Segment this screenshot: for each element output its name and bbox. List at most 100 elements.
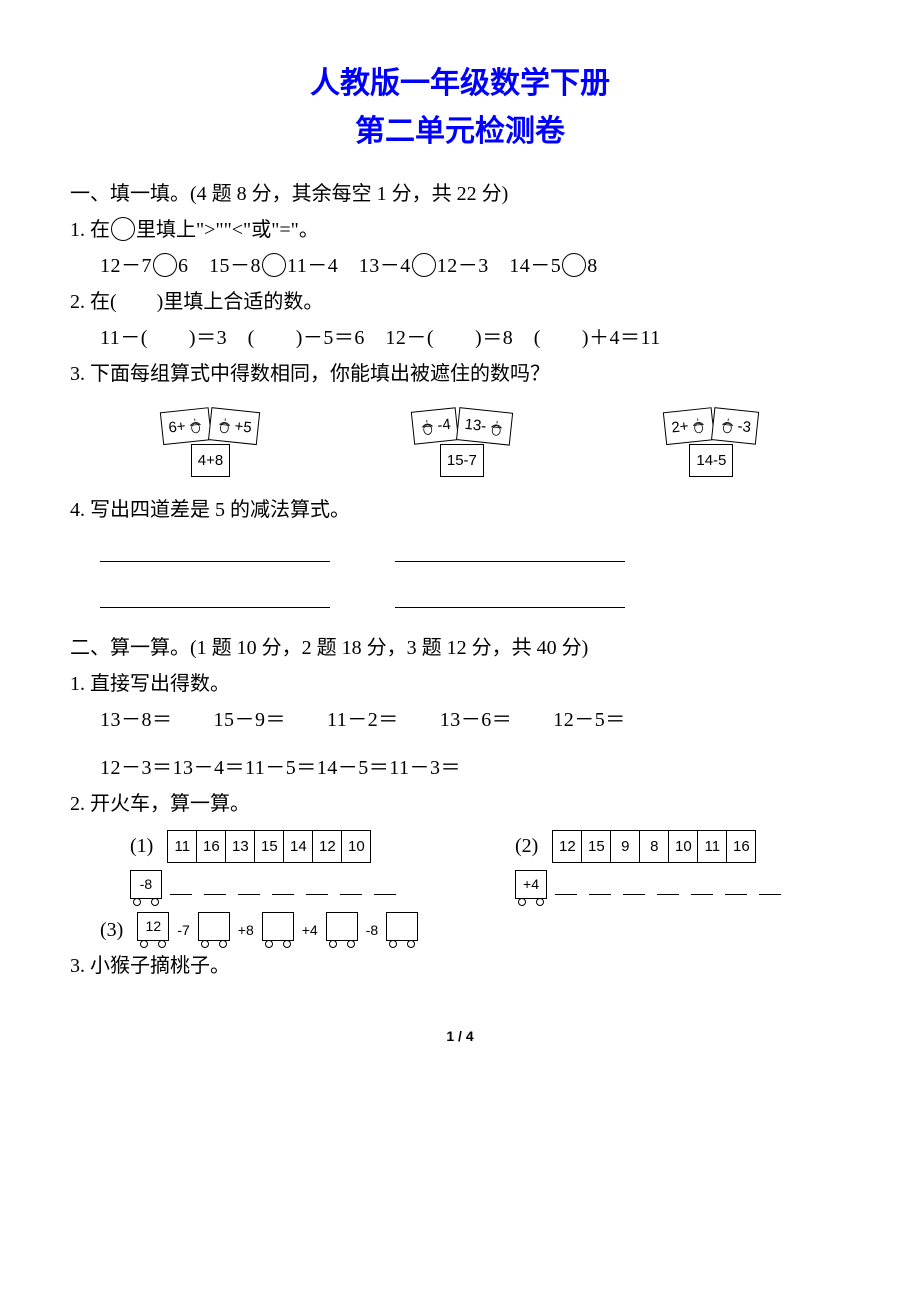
box-cell: 12	[313, 831, 342, 862]
acorn-icon	[487, 419, 505, 437]
train-val: 12	[137, 912, 169, 941]
circle-icon	[562, 253, 586, 277]
card-left: -4	[411, 407, 460, 445]
card-group-1: 6+ +5 4+8	[163, 407, 257, 477]
train-blank	[386, 912, 418, 948]
train-1-bottom: -8	[130, 870, 465, 906]
acorn-icon	[187, 416, 205, 434]
blank-line	[100, 541, 330, 562]
box-cell: 16	[727, 831, 755, 862]
box-cell: 13	[226, 831, 255, 862]
card-right: 13-	[456, 407, 513, 445]
train2-label: (2)	[515, 828, 538, 864]
card-left: 2+	[663, 407, 715, 445]
section-2-heading: 二、算一算。(1 题 10 分，2 题 18 分，3 题 12 分，共 40 分…	[70, 630, 850, 666]
card-group-2: -4 13- 15-7	[414, 407, 509, 477]
card-text: -4	[436, 411, 452, 439]
box-cell: 11	[698, 831, 727, 862]
card-text: 6+	[167, 413, 187, 442]
q2-3-label: 3. 小猴子摘桃子。	[70, 948, 850, 984]
train1-boxes: 11 16 13 15 14 12 10	[167, 830, 371, 863]
card-bottom: 4+8	[191, 444, 230, 477]
expr-part: 6 15－8	[178, 255, 261, 277]
train-op: -8	[130, 870, 162, 899]
acorn-icon	[719, 416, 737, 434]
train-blank	[326, 912, 358, 948]
circle-icon	[111, 217, 135, 241]
expr-part: 12－3 14－5	[437, 255, 562, 277]
card-text: -3	[736, 413, 752, 441]
card-left: 6+	[160, 407, 212, 445]
box-cell: 15	[582, 831, 611, 862]
dash-row	[170, 882, 396, 895]
blank-line	[395, 541, 625, 562]
doc-title: 人教版一年级数学下册 第二单元检测卷	[70, 60, 850, 156]
dash-row	[555, 882, 781, 895]
blank-line	[100, 587, 330, 608]
blank-row-1	[100, 538, 850, 574]
acorn-icon	[419, 418, 437, 436]
train-op-text: -7	[177, 918, 189, 943]
train-1-top: (1) 11 16 13 15 14 12 10	[130, 828, 465, 864]
train-1-2: (1) 11 16 13 15 14 12 10 -8 (2)	[100, 822, 850, 906]
card-groups: 6+ +5 4+8 -4 13- 15-7 2+ -3 14-5	[100, 407, 820, 477]
q2-1-label: 1. 直接写出得数。	[70, 666, 850, 702]
acorn-icon	[216, 416, 234, 434]
train-blank	[262, 912, 294, 948]
train-2-bottom: +4	[515, 870, 850, 906]
q1-1-label: 1. 在	[70, 219, 110, 241]
train-blank	[198, 912, 230, 948]
train-start: 12	[137, 912, 169, 948]
card-bottom: 14-5	[689, 444, 733, 477]
expr-part: 12－7	[100, 255, 152, 277]
circle-icon	[412, 253, 436, 277]
q2-2-label: 2. 开火车，算一算。	[70, 786, 850, 822]
circle-icon	[262, 253, 286, 277]
box-cell: 16	[197, 831, 226, 862]
train-2-top: (2) 12 15 9 8 10 11 16	[515, 828, 850, 864]
train1-label: (1)	[130, 828, 153, 864]
box-cell: 10	[669, 831, 698, 862]
card-text: 13-	[463, 411, 487, 440]
train3-label: (3)	[100, 912, 123, 948]
box-cell: 10	[342, 831, 370, 862]
q1-1-tail: 里填上">""<"或"="。	[136, 219, 319, 241]
train-op-text: -8	[366, 918, 378, 943]
card-text: 2+	[670, 413, 690, 442]
box-cell: 12	[553, 831, 582, 862]
train-engine: -8	[130, 870, 162, 906]
section-1-heading: 一、填一填。(4 题 8 分，其余每空 1 分，共 22 分)	[70, 176, 850, 212]
title-line-1: 人教版一年级数学下册	[70, 60, 850, 108]
train-engine: +4	[515, 870, 547, 906]
blank-line	[395, 587, 625, 608]
train2-boxes: 12 15 9 8 10 11 16	[552, 830, 756, 863]
train-op-text: +4	[302, 918, 318, 943]
blank-row-2	[100, 584, 850, 620]
train-op-text: +8	[238, 918, 254, 943]
card-text: +5	[234, 413, 254, 442]
q2-1-row2: 12－3＝13－4＝11－5＝14－5＝11－3＝	[100, 750, 850, 786]
train-op: +4	[515, 870, 547, 899]
card-bottom: 15-7	[440, 444, 484, 477]
card-group-3: 2+ -3 14-5	[666, 407, 756, 477]
box-cell: 14	[284, 831, 313, 862]
expr-part: 11－4 13－4	[287, 255, 411, 277]
circle-icon	[153, 253, 177, 277]
page-footer: 1 / 4	[70, 1024, 850, 1049]
train-3: (3) 12 -7 +8 +4 -8	[100, 912, 850, 948]
q1-2-label: 2. 在( )里填上合适的数。	[70, 284, 850, 320]
box-cell: 11	[168, 831, 197, 862]
box-cell: 8	[640, 831, 669, 862]
q1-2-expr: 11－( )＝3 ( )－5＝6 12－( )＝8 ( )＋4＝11	[100, 320, 850, 356]
box-cell: 9	[611, 831, 640, 862]
expr-part: 8	[587, 255, 598, 277]
q1-1: 1. 在 里填上">""<"或"="。	[70, 212, 850, 248]
title-line-2: 第二单元检测卷	[70, 108, 850, 156]
q2-1-row1: 13－8＝ 15－9＝ 11－2＝ 13－6＝ 12－5＝	[100, 702, 850, 738]
card-right: +5	[208, 407, 260, 445]
acorn-icon	[690, 416, 708, 434]
q1-4-label: 4. 写出四道差是 5 的减法算式。	[70, 492, 850, 528]
q1-1-expressions: 12－7 6 15－8 11－4 13－4 12－3 14－5 8	[100, 248, 850, 284]
q1-3-label: 3. 下面每组算式中得数相同，你能填出被遮住的数吗？	[70, 356, 850, 392]
card-right: -3	[711, 407, 760, 445]
